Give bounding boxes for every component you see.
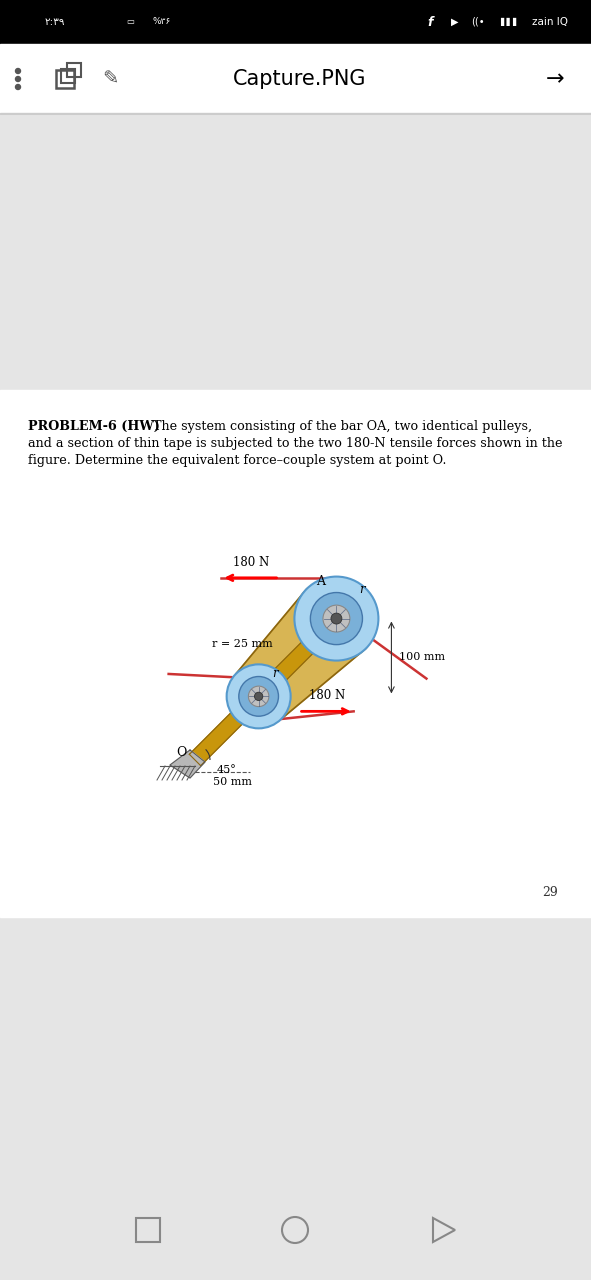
Text: 180 N: 180 N — [309, 690, 345, 703]
Text: 100 mm: 100 mm — [400, 653, 446, 663]
Circle shape — [15, 69, 21, 73]
Circle shape — [331, 613, 342, 625]
FancyBboxPatch shape — [67, 63, 81, 77]
Circle shape — [248, 686, 269, 707]
Text: r = 25 mm: r = 25 mm — [212, 640, 273, 649]
Text: and a section of thin tape is subjected to the two 180-N tensile forces shown in: and a section of thin tape is subjected … — [28, 436, 563, 451]
Circle shape — [239, 677, 278, 717]
Text: Capture.PNG: Capture.PNG — [233, 69, 367, 90]
Text: ((•: ((• — [471, 17, 485, 27]
Text: %۳۶: %۳۶ — [153, 18, 171, 27]
Circle shape — [294, 576, 378, 660]
Bar — [0, 114, 591, 444]
Bar — [0, 916, 591, 1280]
Text: 45°: 45° — [217, 765, 237, 774]
Text: r: r — [359, 582, 365, 595]
Text: ▶: ▶ — [452, 17, 459, 27]
Text: 50 mm: 50 mm — [213, 777, 252, 787]
Text: ▭: ▭ — [126, 18, 134, 27]
Text: →: → — [545, 69, 564, 90]
Text: 29: 29 — [543, 886, 558, 899]
Text: f: f — [427, 15, 433, 28]
Circle shape — [323, 605, 350, 632]
Text: 180 N: 180 N — [233, 556, 269, 568]
Circle shape — [226, 664, 291, 728]
Text: ۲:۳۹: ۲:۳۹ — [45, 17, 65, 27]
Text: ✎: ✎ — [102, 69, 118, 88]
Circle shape — [15, 84, 21, 90]
Text: r: r — [272, 667, 277, 681]
Text: The system consisting of the bar OA, two identical pulleys,: The system consisting of the bar OA, two… — [153, 420, 532, 433]
Text: A: A — [316, 575, 325, 588]
Bar — [0, 390, 591, 916]
Circle shape — [15, 77, 21, 82]
Text: zain IQ: zain IQ — [532, 17, 568, 27]
Circle shape — [310, 593, 362, 645]
Polygon shape — [189, 613, 342, 765]
Bar — [0, 44, 591, 114]
Text: ▌▌▌: ▌▌▌ — [500, 18, 519, 27]
Polygon shape — [236, 589, 366, 719]
Text: PROBLEM-6 (HW): PROBLEM-6 (HW) — [28, 420, 160, 433]
Polygon shape — [170, 750, 205, 778]
Bar — [0, 0, 591, 44]
Circle shape — [255, 692, 263, 700]
Text: figure. Determine the equivalent force–couple system at point O.: figure. Determine the equivalent force–c… — [28, 454, 446, 467]
Text: O: O — [176, 745, 186, 759]
